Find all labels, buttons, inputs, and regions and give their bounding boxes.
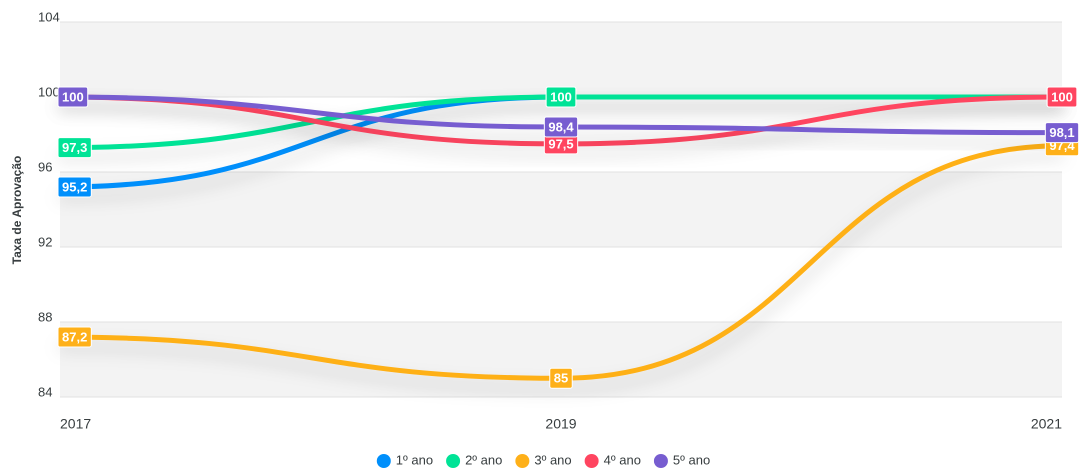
data-label: 97,5 xyxy=(543,133,579,155)
legend-marker xyxy=(376,454,391,468)
data-label: 98,1 xyxy=(1044,122,1080,144)
x-tick-label: 2021 xyxy=(1031,416,1062,432)
series-line xyxy=(57,143,1065,381)
data-label-box xyxy=(545,86,577,108)
legend-label: 1º ano xyxy=(396,452,433,467)
data-label: 87,2 xyxy=(57,326,92,348)
data-label-box xyxy=(549,367,573,389)
data-label-text: 85 xyxy=(554,371,568,386)
legend-label: 3º ano xyxy=(534,452,571,467)
y-tick-label: 92 xyxy=(38,234,52,249)
data-label-text: 100 xyxy=(550,89,572,104)
data-label: 100 xyxy=(545,86,577,108)
x-tick-label: 2017 xyxy=(60,416,91,432)
data-label-text: 95,2 xyxy=(62,179,87,194)
data-label-box xyxy=(57,137,92,159)
y-tick-label: 84 xyxy=(38,384,52,399)
data-label-box xyxy=(57,326,92,348)
grid-band xyxy=(60,22,1062,97)
grid-band xyxy=(60,172,1062,247)
y-tick-label: 100 xyxy=(38,84,60,99)
legend-label: 5º ano xyxy=(673,452,710,467)
data-label-text: 98,1 xyxy=(1049,125,1074,140)
legend: 1º ano 2º ano 3º ano 4º ano 5º ano xyxy=(376,452,710,468)
y-tick-label: 96 xyxy=(38,159,52,174)
data-label-box xyxy=(57,176,92,198)
data-label-box xyxy=(1044,122,1080,144)
data-label-box xyxy=(543,116,579,138)
data-label-text: 100 xyxy=(62,89,84,104)
legend-marker xyxy=(584,454,599,468)
data-label-text: 98,4 xyxy=(548,119,574,134)
data-label-box xyxy=(57,86,89,108)
legend-marker xyxy=(653,454,668,468)
data-label-text: 97,3 xyxy=(62,140,87,155)
data-label: 85 xyxy=(549,367,573,389)
x-tick-label: 2019 xyxy=(545,416,576,432)
legend-marker xyxy=(446,454,461,468)
legend-label: 4º ano xyxy=(604,452,641,467)
legend-label: 2º ano xyxy=(465,452,502,467)
data-label: 95,2 xyxy=(57,176,92,198)
y-axis-label: Taxa de Aprovação xyxy=(10,156,24,265)
data-label-box xyxy=(1046,86,1078,108)
y-tick-label: 88 xyxy=(38,309,52,324)
data-label-text: 100 xyxy=(1051,89,1073,104)
data-label: 97,3 xyxy=(57,137,92,159)
data-label-text: 87,2 xyxy=(62,329,87,344)
data-label: 98,4 xyxy=(543,116,579,138)
y-tick-label: 104 xyxy=(38,9,60,24)
data-label: 100 xyxy=(57,86,89,108)
data-label: 100 xyxy=(1046,86,1078,108)
data-label-text: 97,5 xyxy=(548,136,573,151)
legend-marker xyxy=(515,454,530,468)
